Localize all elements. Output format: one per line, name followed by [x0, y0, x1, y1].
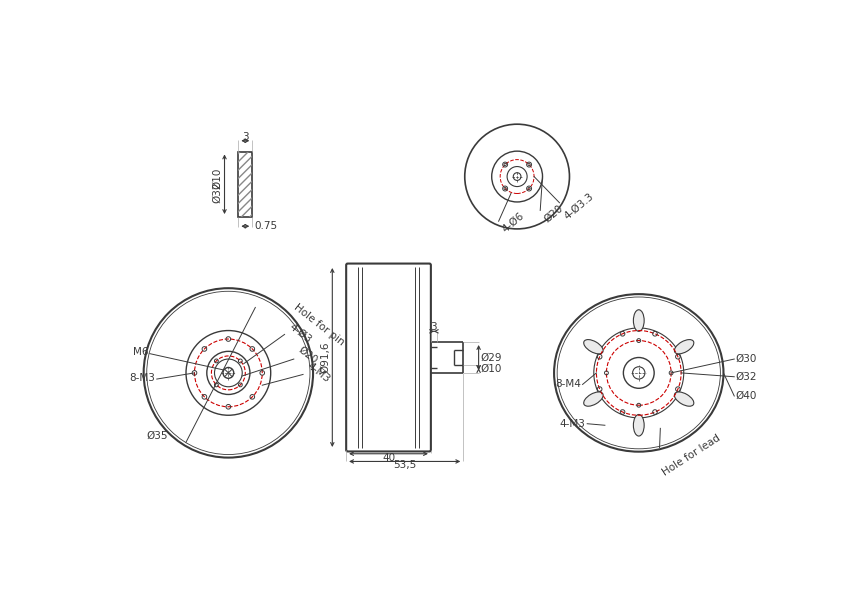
- Ellipse shape: [675, 339, 694, 354]
- Text: 4-M3: 4-M3: [305, 361, 332, 385]
- Text: Ø32: Ø32: [212, 182, 222, 203]
- Bar: [239, 151, 252, 217]
- Text: 4-Ø3: 4-Ø3: [287, 321, 314, 345]
- Bar: [239, 151, 252, 217]
- Text: Ø10: Ø10: [481, 364, 502, 374]
- Text: 8-M3: 8-M3: [129, 373, 156, 384]
- Ellipse shape: [634, 414, 644, 436]
- Ellipse shape: [675, 392, 694, 406]
- Ellipse shape: [634, 310, 644, 332]
- Text: 8-M4: 8-M4: [555, 379, 581, 390]
- Text: Ø20: Ø20: [542, 203, 564, 224]
- Text: Ø20: Ø20: [296, 345, 319, 365]
- Ellipse shape: [584, 392, 603, 406]
- Text: Hole for pin: Hole for pin: [292, 302, 346, 347]
- Text: M6: M6: [133, 347, 148, 357]
- Text: Ø10: Ø10: [212, 168, 222, 189]
- Text: 40: 40: [382, 453, 395, 463]
- Text: 0.75: 0.75: [255, 221, 278, 231]
- Text: 53,5: 53,5: [393, 460, 416, 470]
- Text: Ø91,6: Ø91,6: [320, 342, 330, 373]
- Text: 3: 3: [242, 132, 249, 142]
- Text: Ø30: Ø30: [736, 354, 758, 364]
- Text: 3: 3: [431, 322, 437, 333]
- Text: 4-Ø3.3: 4-Ø3.3: [562, 191, 595, 221]
- FancyBboxPatch shape: [346, 264, 431, 451]
- Text: Ø29: Ø29: [481, 353, 503, 362]
- Text: Ø32: Ø32: [736, 371, 758, 382]
- Text: Hole for lead: Hole for lead: [661, 433, 722, 478]
- Text: 4-M3: 4-M3: [560, 419, 586, 430]
- Ellipse shape: [584, 339, 603, 354]
- Text: 4-Ø6: 4-Ø6: [500, 211, 526, 235]
- Text: Ø35: Ø35: [147, 431, 168, 441]
- Text: Ø40: Ø40: [736, 391, 758, 401]
